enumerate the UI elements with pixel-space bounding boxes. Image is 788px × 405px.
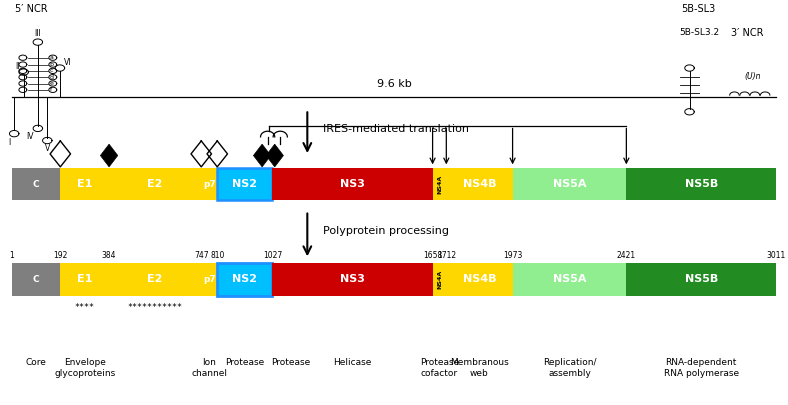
Bar — [512, 168, 626, 200]
Polygon shape — [100, 144, 117, 167]
Text: Helicase: Helicase — [333, 358, 371, 367]
Text: 3′ NCR: 3′ NCR — [731, 28, 764, 38]
Text: 2421: 2421 — [617, 251, 636, 260]
Bar — [109, 263, 201, 296]
Text: C: C — [33, 275, 39, 284]
Text: NS5A: NS5A — [552, 275, 586, 284]
Bar — [626, 168, 776, 200]
Text: NS5A: NS5A — [552, 179, 586, 189]
Text: Protease: Protease — [225, 358, 264, 367]
Text: E1: E1 — [77, 179, 92, 189]
Text: Protease
cofactor: Protease cofactor — [420, 358, 459, 378]
Bar — [433, 263, 446, 296]
Text: IRES-mediated translation: IRES-mediated translation — [323, 124, 469, 134]
Bar — [512, 263, 626, 296]
Text: I: I — [8, 138, 10, 147]
Text: C: C — [33, 180, 39, 189]
Text: Protease: Protease — [271, 358, 310, 367]
Text: b: b — [50, 62, 54, 67]
Text: VI: VI — [64, 58, 72, 67]
Text: 384: 384 — [102, 251, 117, 260]
Bar — [446, 263, 512, 296]
Bar — [433, 168, 446, 200]
Text: NS5B: NS5B — [685, 179, 718, 189]
Text: f: f — [50, 87, 52, 92]
Text: a: a — [50, 55, 54, 60]
Bar — [201, 168, 217, 200]
Bar — [217, 263, 273, 296]
Text: E2: E2 — [147, 275, 163, 284]
Text: Membranous
web: Membranous web — [450, 358, 509, 378]
Bar — [61, 263, 109, 296]
Text: V: V — [45, 144, 50, 153]
Text: 1658: 1658 — [423, 251, 442, 260]
Text: NS4B: NS4B — [463, 275, 496, 284]
Text: NS4A: NS4A — [437, 270, 442, 289]
Text: E2: E2 — [147, 179, 163, 189]
Text: 1: 1 — [9, 251, 14, 260]
Text: NS4B: NS4B — [463, 179, 496, 189]
Text: (U)n: (U)n — [745, 72, 760, 81]
Text: NS3: NS3 — [340, 275, 365, 284]
Bar — [201, 263, 217, 296]
Text: p7: p7 — [203, 180, 216, 189]
Text: IV: IV — [26, 132, 34, 141]
Text: Polyprotein processing: Polyprotein processing — [323, 226, 449, 236]
Text: Envelope
glycoproteins: Envelope glycoproteins — [54, 358, 115, 378]
Text: ***********: *********** — [128, 303, 183, 312]
Bar — [109, 168, 201, 200]
Bar — [446, 168, 512, 200]
Bar — [626, 263, 776, 296]
Bar — [12, 168, 61, 200]
Text: ****: **** — [75, 303, 95, 312]
Text: Ion
channel: Ion channel — [191, 358, 227, 378]
Bar — [217, 168, 273, 200]
Polygon shape — [266, 144, 284, 167]
Text: NS2: NS2 — [232, 179, 258, 189]
Text: 1712: 1712 — [437, 251, 456, 260]
Bar — [273, 168, 433, 200]
Text: 1973: 1973 — [503, 251, 522, 260]
Text: c: c — [50, 68, 53, 73]
Text: Core: Core — [25, 358, 46, 367]
Text: d: d — [50, 75, 54, 80]
Text: NS5B: NS5B — [685, 275, 718, 284]
Bar — [273, 263, 433, 296]
Text: Replication/
assembly: Replication/ assembly — [543, 358, 597, 378]
Text: 3011: 3011 — [767, 251, 786, 260]
Text: NS4A: NS4A — [437, 175, 442, 194]
Polygon shape — [254, 144, 271, 167]
Text: 810: 810 — [210, 251, 225, 260]
Bar — [12, 263, 61, 296]
Text: E1: E1 — [77, 275, 92, 284]
Text: RNA-dependent
RNA polymerase: RNA-dependent RNA polymerase — [663, 358, 739, 378]
Text: 1027: 1027 — [262, 251, 282, 260]
Text: 5′ NCR: 5′ NCR — [15, 4, 48, 14]
Text: II: II — [15, 62, 20, 71]
Text: 192: 192 — [53, 251, 68, 260]
Text: NS2: NS2 — [232, 275, 258, 284]
Text: 5B-SL3: 5B-SL3 — [682, 4, 716, 14]
Text: e: e — [50, 81, 54, 86]
Text: NS3: NS3 — [340, 179, 365, 189]
Text: III: III — [35, 30, 41, 38]
Text: 5B-SL3.2: 5B-SL3.2 — [679, 28, 719, 37]
Bar — [61, 168, 109, 200]
Text: 747: 747 — [194, 251, 209, 260]
Text: p7: p7 — [203, 275, 216, 284]
Text: 9.6 kb: 9.6 kb — [377, 79, 411, 89]
